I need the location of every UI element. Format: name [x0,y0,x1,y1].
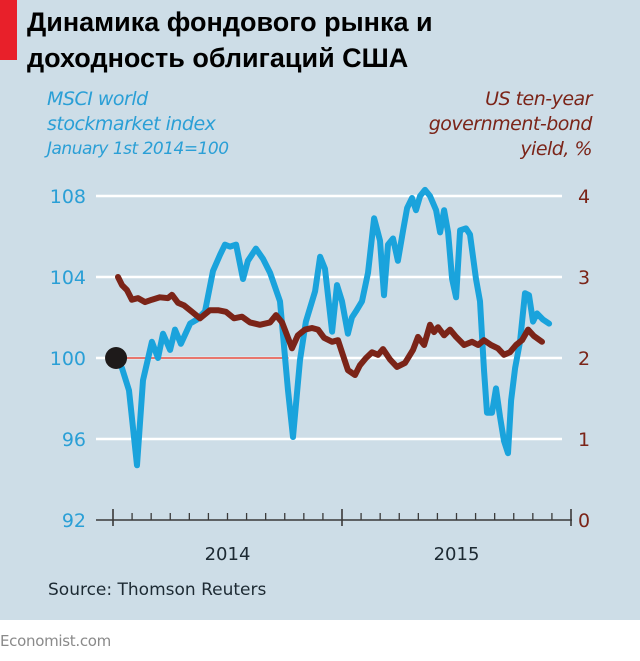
x-tick-label: 2014 [205,544,251,565]
right-axis-label: US ten-year government-bond yield, % [428,87,593,162]
right-tick-label: 1 [578,429,590,451]
right-label-line-2: government-bond [428,113,593,135]
series-lines [113,186,553,469]
x-tick-label: 2015 [434,544,480,565]
left-tick-label: 108 [50,186,86,208]
left-tick-label: 100 [50,348,86,370]
right-tick-label: 0 [578,510,590,532]
right-tick-label: 4 [578,186,590,208]
chart-title: Динамика фондового рынка и доходность об… [27,4,433,76]
x-axis: 2014 2015 [96,509,572,565]
bond-yield-line [115,274,545,378]
right-label-line-3: yield, % [520,138,592,160]
left-tick-label: 104 [50,267,86,289]
left-label-line-2: stockmarket index [47,113,216,135]
accent-tab [0,0,17,60]
left-label-line-3: January 1st 2014=100 [47,139,229,159]
brand-credit: Economist.com [0,632,111,650]
stock-index-line [113,186,553,469]
left-tick-label: 92 [62,510,86,532]
start-marker [105,347,128,369]
right-axis-ticks: 0 1 2 3 4 [578,186,590,532]
right-tick-label: 2 [578,348,590,370]
right-tick-label: 3 [578,267,590,289]
start-point-marker [105,347,128,369]
chart-svg: 2014 2015 92 96 100 104 108 0 1 2 3 4 [50,186,590,565]
left-label-line-1: MSCI world [47,88,148,110]
left-axis-label: MSCI world stockmarket index January 1st… [47,87,229,162]
title-line-2: доходность облигаций США [27,43,409,73]
right-label-line-1: US ten-year [485,88,592,110]
title-line-1: Динамика фондового рынка и [27,7,433,37]
left-axis-ticks: 92 96 100 104 108 [50,186,86,532]
source-note: Source: Thomson Reuters [48,580,267,600]
left-tick-label: 96 [62,429,86,451]
